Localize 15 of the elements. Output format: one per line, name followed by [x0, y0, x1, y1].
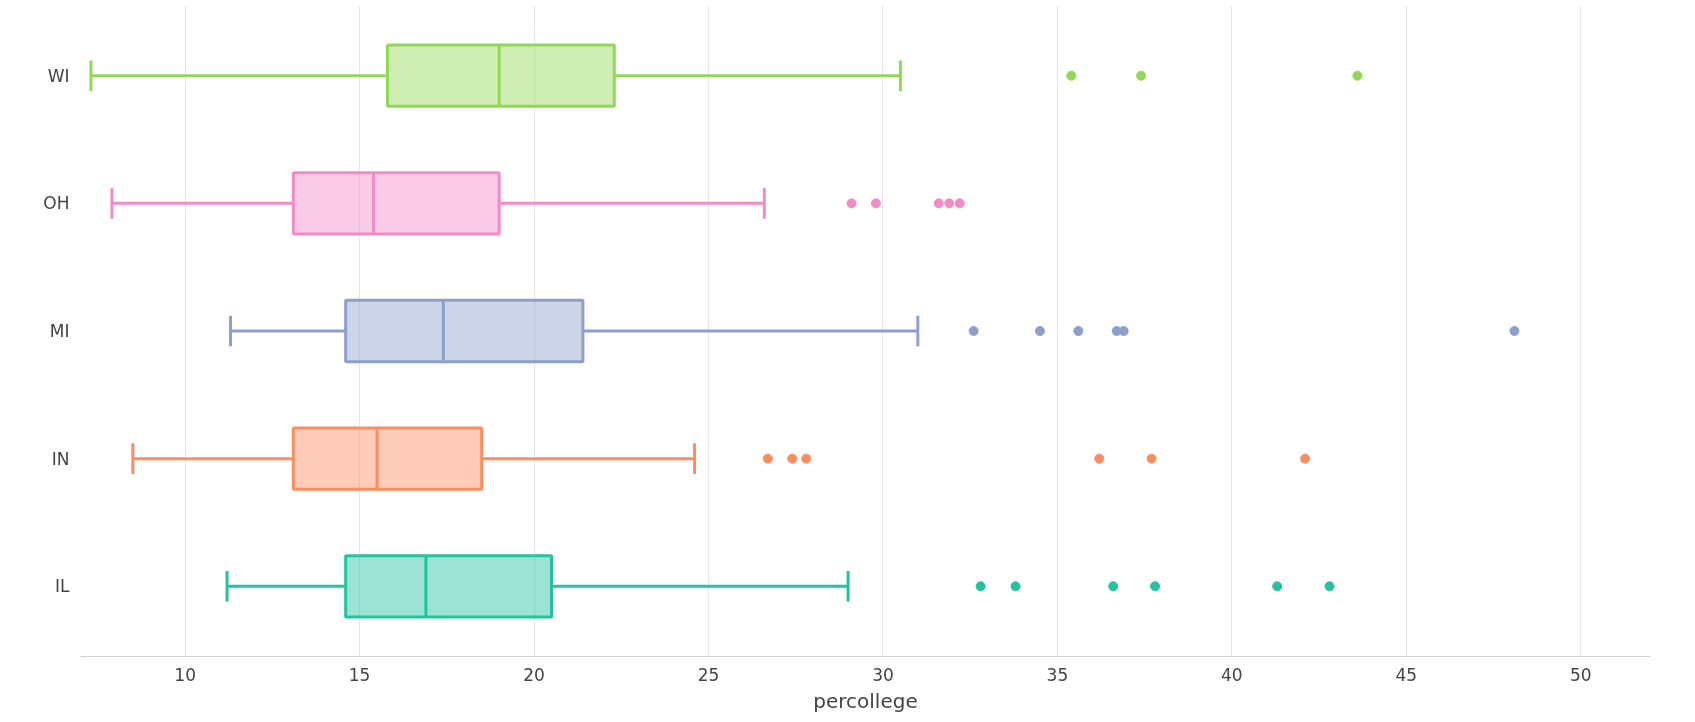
y-tick-label: MI	[49, 321, 70, 341]
x-axis-title: percollege	[813, 688, 918, 713]
y-tick-label: IN	[51, 448, 70, 469]
x-tick-label: 10	[174, 664, 196, 685]
x-tick-label: 45	[1395, 664, 1418, 685]
x-tick-label: 30	[872, 664, 894, 685]
x-tick-label: 15	[348, 664, 371, 685]
x-tick-label: 35	[1046, 664, 1069, 685]
x-tick-label: 25	[697, 664, 720, 685]
y-tick-label: WI	[47, 65, 70, 86]
x-tick-label: 20	[523, 664, 545, 685]
x-tick-label: 50	[1569, 664, 1592, 685]
x-tick-label: 40	[1221, 664, 1243, 685]
y-tick-label: IL	[55, 576, 71, 597]
y-tick-label: OH	[43, 193, 70, 214]
